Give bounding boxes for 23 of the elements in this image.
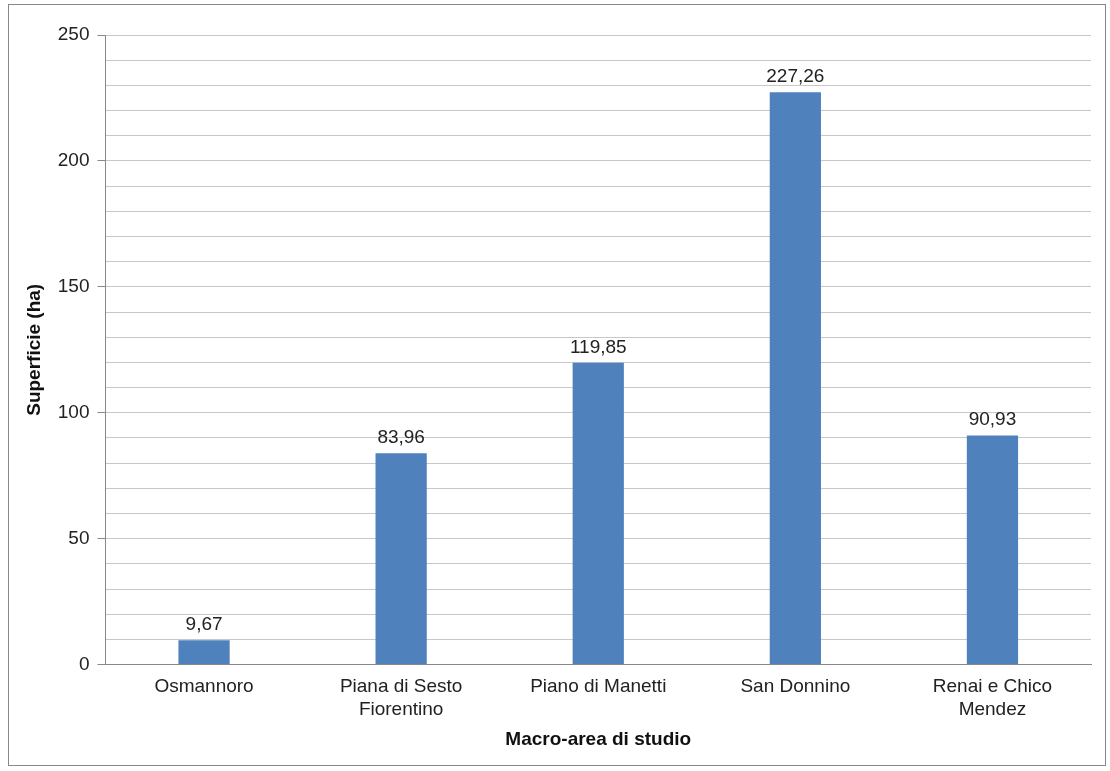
bar [375, 453, 427, 665]
data-label: 83,96 [377, 425, 425, 447]
bar [769, 92, 821, 665]
y-axis-title: Superficie (ha) [22, 283, 44, 416]
y-tick-label: 250 [57, 23, 90, 45]
data-label: 90,93 [968, 408, 1017, 430]
y-tick-label: 0 [78, 652, 90, 674]
data-label: 9,67 [185, 612, 223, 634]
x-tick-label: Renai e Chico Mendez [932, 675, 1053, 720]
x-tick-label: Piano di Manetti [530, 675, 667, 697]
x-tick-label: Piana di Sesto Fiorentino [339, 675, 463, 720]
x-tick-label: Osmannoro [154, 675, 254, 697]
bar [966, 435, 1019, 665]
data-label: 227,26 [766, 65, 825, 86]
data-label: 119,85 [569, 335, 627, 357]
x-tick-label: San Donnino [740, 675, 851, 697]
y-tick-label: 100 [57, 400, 90, 422]
y-tick-label: 150 [57, 275, 90, 297]
bar [572, 362, 624, 665]
x-axis-title: Macro-area di studio [505, 727, 692, 749]
y-tick-label: 200 [57, 149, 90, 171]
y-tick-label: 50 [68, 526, 90, 548]
bar [178, 640, 230, 665]
